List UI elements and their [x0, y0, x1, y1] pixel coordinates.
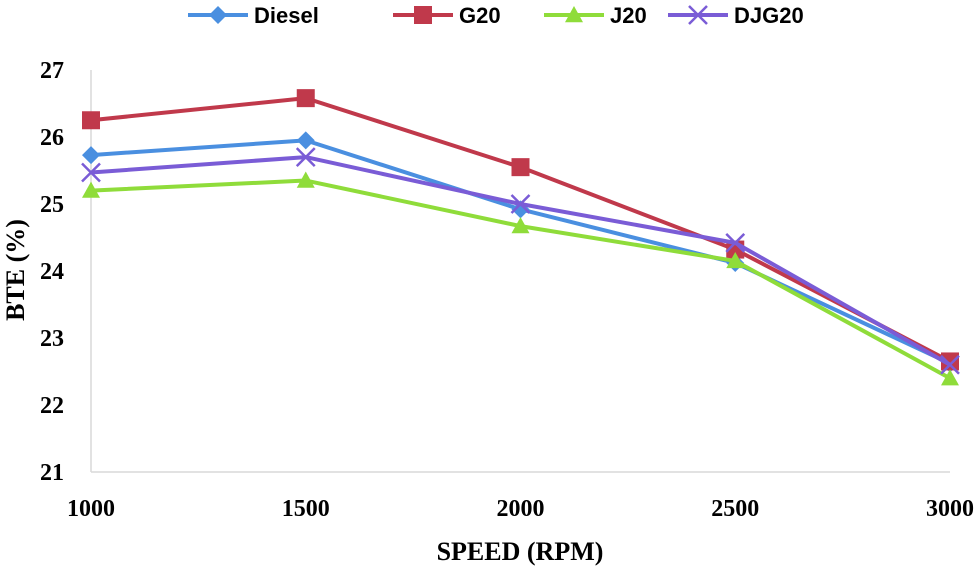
series-djg20: [81, 147, 960, 375]
x-tick-label: 1500: [282, 496, 330, 522]
data-point-j20: [296, 171, 315, 188]
x-tick-labels: 1000 1500 2000 2500 3000: [67, 496, 974, 522]
data-point-j20: [82, 181, 100, 198]
legend-item-diesel: Diesel: [188, 3, 319, 28]
x-tick-label: 2500: [711, 496, 759, 522]
data-point-g20: [511, 158, 530, 177]
legend-swatch-marker: [209, 6, 227, 24]
data-point-j20: [941, 369, 959, 386]
legend: Diesel G20 J20 DJG20: [188, 3, 804, 28]
axes: [90, 70, 950, 473]
y-tick-label: 26: [40, 125, 64, 151]
data-point-j20: [511, 217, 530, 234]
series-line-djg20: [90, 155, 951, 367]
legend-swatch-marker: [565, 6, 583, 23]
x-tick-label: 3000: [926, 496, 974, 522]
legend-item-djg20: DJG20: [668, 3, 804, 28]
y-tick-label: 21: [40, 460, 64, 486]
legend-swatch-marker: [414, 6, 432, 24]
legend-label: DJG20: [734, 3, 804, 28]
y-axis-title: BTE (%): [1, 219, 30, 321]
legend-item-g20: G20: [393, 3, 501, 28]
data-point-g20: [82, 111, 100, 130]
data-point-diesel: [82, 146, 100, 165]
data-point-j20: [726, 251, 745, 269]
x-tick-label: 1000: [67, 496, 115, 522]
data-point-g20: [296, 89, 315, 108]
legend-label: Diesel: [254, 3, 319, 28]
data-point-g20: [941, 352, 959, 371]
y-tick-label: 25: [40, 192, 64, 218]
x-tick-label: 2000: [497, 496, 545, 522]
data-point-djg20: [725, 232, 746, 253]
series-group: [81, 89, 960, 386]
legend-swatch-marker: [688, 5, 708, 25]
series-j20: [82, 171, 959, 386]
legend-label: J20: [610, 3, 647, 28]
data-point-djg20: [295, 147, 316, 167]
y-tick-labels: 21 22 23 24 25 26 27: [40, 58, 64, 486]
data-point-djg20: [940, 354, 960, 375]
legend-label: G20: [459, 3, 501, 28]
y-tick-label: 23: [40, 326, 64, 352]
data-point-diesel: [296, 131, 315, 150]
y-tick-label: 27: [40, 58, 64, 84]
y-tick-label: 22: [40, 393, 64, 419]
data-point-djg20: [510, 194, 531, 214]
legend-item-j20: J20: [544, 3, 647, 28]
y-tick-label: 24: [40, 259, 64, 285]
x-axis-title: SPEED (RPM): [437, 537, 604, 566]
data-point-djg20: [81, 162, 101, 183]
